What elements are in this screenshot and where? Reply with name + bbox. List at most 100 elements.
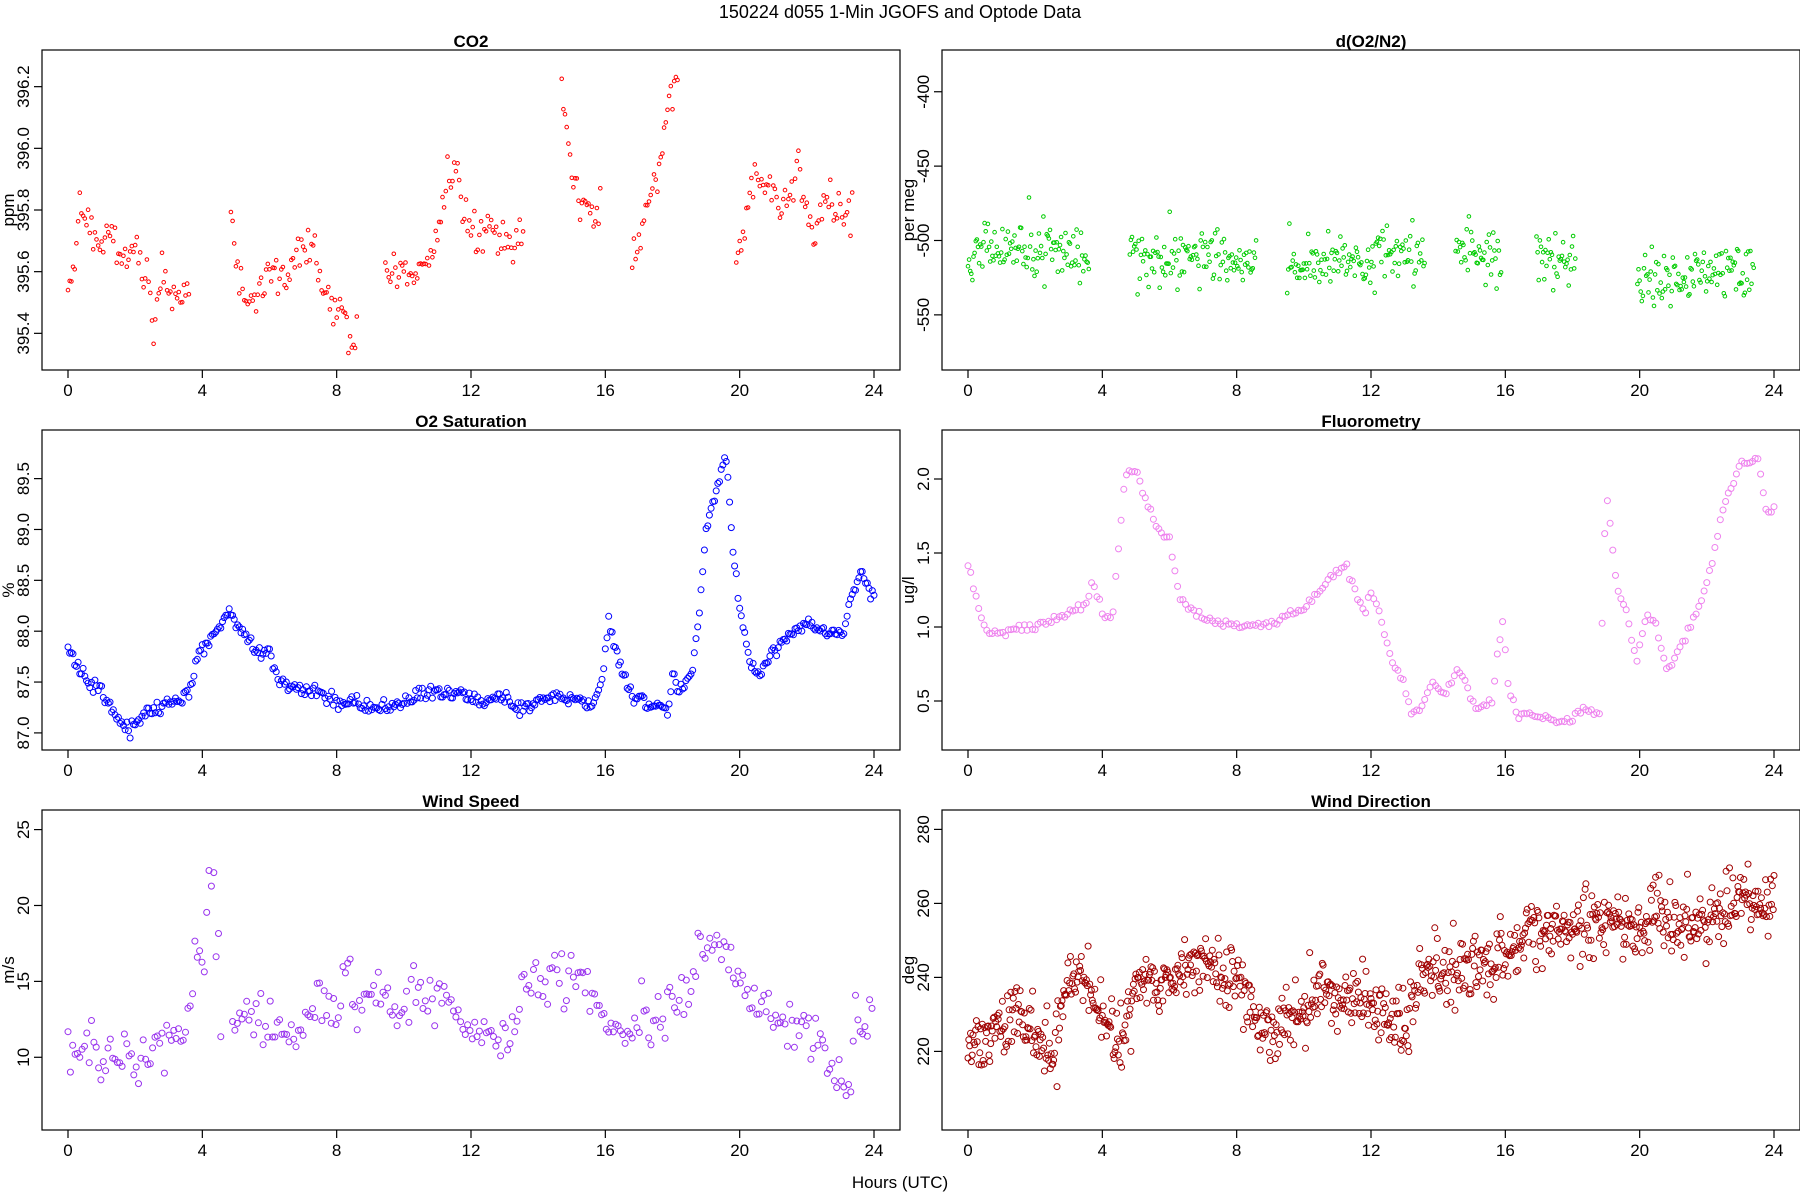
winddir-point	[1770, 872, 1778, 879]
windspeed-point	[149, 1044, 157, 1052]
do2n2-point	[1391, 247, 1396, 253]
winddir-point	[983, 1029, 990, 1037]
o2sat-point	[271, 664, 278, 672]
winddir-point	[1041, 1018, 1049, 1026]
windspeed-point	[283, 1031, 291, 1038]
o2sat-point	[578, 697, 586, 705]
winddir-point	[1072, 988, 1079, 996]
co2-point	[812, 241, 818, 246]
o2sat-point	[818, 625, 826, 633]
windspeed-point	[113, 1059, 121, 1066]
o2sat-point	[726, 498, 734, 506]
do2n2-point	[1236, 266, 1241, 271]
winddir-point	[1762, 876, 1770, 884]
do2n2-point	[1247, 249, 1252, 254]
co2-point	[804, 200, 810, 205]
co2-point	[807, 214, 813, 219]
windspeed-point	[250, 1031, 258, 1039]
windspeed-point	[675, 996, 683, 1004]
winddir-point	[1611, 910, 1619, 917]
fluoro-point	[1614, 587, 1622, 595]
windspeed-point	[551, 951, 559, 959]
winddir-point	[1658, 907, 1666, 915]
winddir-point	[1548, 950, 1555, 958]
winddir-point	[1318, 1003, 1325, 1011]
windspeed-point	[506, 1040, 514, 1048]
windspeed-points	[64, 867, 876, 1100]
winddir-point	[1397, 1046, 1405, 1054]
fluoro-point	[996, 629, 1004, 637]
winddir-point	[1244, 1018, 1252, 1026]
do2n2-point	[1321, 251, 1327, 257]
o2sat-xtick-label: 4	[198, 761, 207, 780]
winddir-point	[1249, 1023, 1257, 1031]
co2-point	[591, 224, 596, 229]
do2n2-point	[1363, 272, 1369, 278]
o2sat-point	[353, 692, 361, 699]
fluoro-point	[1171, 567, 1179, 575]
winddir-point	[1385, 1019, 1393, 1027]
winddir-point	[1518, 938, 1526, 946]
o2sat-point	[618, 670, 626, 678]
windspeed-point	[595, 1002, 603, 1009]
do2n2-ytick-label: -400	[914, 75, 933, 109]
winddir-point	[1396, 1009, 1403, 1017]
o2sat-point	[435, 685, 443, 693]
do2n2-point	[1484, 239, 1490, 245]
o2sat-point	[699, 568, 707, 576]
winddir-point	[1224, 981, 1232, 989]
o2sat-point	[564, 700, 572, 708]
do2n2-point	[1139, 236, 1145, 242]
winddir-point	[1149, 964, 1157, 972]
winddir-point	[1006, 1016, 1014, 1024]
co2-point	[141, 285, 146, 290]
fluoro-points	[964, 454, 1778, 727]
winddir-point	[1390, 1023, 1398, 1031]
windspeed-point	[337, 1002, 345, 1010]
do2n2-point	[1232, 260, 1238, 265]
o2sat-ytick-label: 88.0	[14, 615, 33, 648]
do2n2-point	[1747, 287, 1752, 293]
winddir-point	[1223, 987, 1231, 995]
winddir-point	[1715, 904, 1723, 912]
winddir-point	[1373, 1020, 1381, 1028]
winddir-point	[1279, 1029, 1287, 1037]
do2n2-point	[1744, 277, 1750, 282]
fluoro-point	[1128, 468, 1136, 476]
do2n2-point	[1368, 280, 1373, 286]
winddir-point	[1278, 994, 1286, 1002]
fluoro-point	[1090, 583, 1098, 591]
co2-point	[312, 233, 318, 238]
co2-point	[475, 247, 481, 253]
o2sat-point	[847, 595, 854, 603]
winddir-point	[1380, 1020, 1388, 1028]
winddir-point	[1653, 912, 1660, 920]
o2sat-point	[397, 704, 404, 712]
co2-point	[329, 295, 334, 301]
do2n2-point	[1131, 244, 1137, 249]
windspeed-point	[654, 993, 662, 1000]
winddir-point	[1663, 922, 1670, 930]
co2-point	[772, 186, 778, 192]
winddir-point	[1600, 898, 1608, 906]
do2n2-point	[1221, 236, 1227, 242]
do2n2-point	[1155, 249, 1160, 255]
winddir-point	[1482, 948, 1490, 956]
winddir-point	[1094, 1007, 1102, 1015]
windspeed-point	[233, 1019, 241, 1027]
o2sat-point	[192, 657, 200, 665]
do2n2-point	[1542, 277, 1547, 282]
do2n2-point	[1546, 237, 1552, 242]
winddir-point	[1729, 874, 1737, 882]
winddir-point	[1478, 946, 1486, 954]
do2n2-point	[1076, 262, 1082, 268]
co2-points	[65, 74, 855, 356]
do2n2-point	[1543, 247, 1548, 253]
co2-point	[240, 286, 245, 292]
do2n2-point	[1205, 244, 1210, 250]
o2sat-point	[744, 648, 752, 656]
windspeed-point	[767, 1015, 775, 1023]
fluoro-point	[1520, 709, 1528, 717]
do2n2-point	[1023, 255, 1028, 260]
